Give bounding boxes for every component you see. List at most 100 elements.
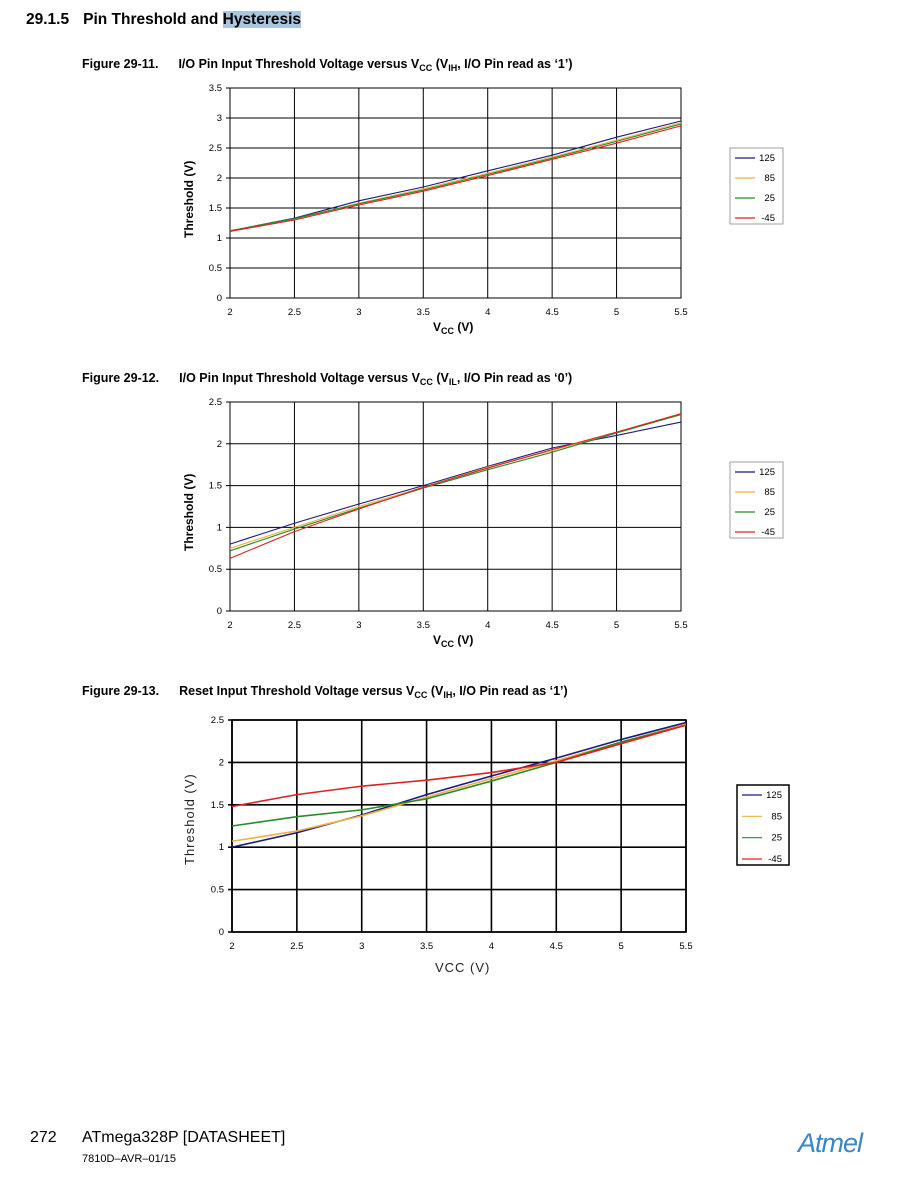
series-line-minus45 — [229, 125, 682, 232]
x-tick-label: 2 — [227, 307, 232, 318]
x-label-text: VCC (V) — [435, 960, 491, 975]
x-tick-label: 2.5 — [288, 307, 301, 318]
legend: 125 85 25 -45 — [729, 461, 784, 539]
title-text: (V — [432, 371, 449, 385]
x-tick-label: 5 — [618, 941, 623, 952]
series-line-minus45 — [229, 413, 682, 559]
title-text: I/O Pin Input Threshold Voltage versus V — [178, 57, 420, 71]
chart-29-12: 2 2.5 3 3.5 4 4.5 5 5.5 0 0.5 1 1.5 2 2.5 125 85 25 -45 — [209, 397, 784, 631]
y-tick-label: 0 — [219, 927, 224, 938]
y-tick-label: 2 — [217, 173, 222, 184]
chart-29-11: 2 2.5 3 3.5 4 4.5 5 5.5 0 0.5 1 1.5 2 2.5 3 3.5 125 85 25 -… — [209, 83, 784, 318]
x-tick-label: 5 — [614, 307, 619, 318]
figure-29-11-title: Figure 29-11. I/O Pin Input Threshold Vol… — [82, 57, 573, 73]
legend-label: -45 — [761, 213, 775, 224]
page-number: 272 — [30, 1129, 57, 1146]
y-tick-label: 2 — [217, 439, 222, 450]
title-text: , I/O Pin read as ‘1’) — [452, 684, 568, 698]
title-text: , I/O Pin read as ‘1’) — [457, 57, 573, 71]
x-tick-label: 3.5 — [420, 941, 433, 952]
figure-label: Figure 29-12. — [82, 371, 160, 385]
x-axis-label: VCC (V) — [433, 633, 474, 649]
plot-area-border — [229, 401, 682, 612]
figure-label: Figure 29-13. — [82, 684, 160, 698]
y-tick-label: 0 — [217, 606, 222, 617]
x-label-sub: CC — [441, 639, 455, 649]
x-axis-label: VCC (V) — [435, 960, 490, 975]
legend-label: 125 — [766, 790, 782, 801]
legend-box — [729, 147, 784, 225]
legend-label: -45 — [768, 854, 782, 865]
x-axis-label: VCC (V) — [433, 320, 474, 336]
x-tick-label: 5.5 — [674, 307, 687, 318]
legend-label: 25 — [764, 193, 775, 204]
title-text: I/O Pin Input Threshold Voltage versus V — [179, 371, 420, 385]
series-line-85 — [231, 723, 687, 843]
x-tick-label: 2 — [229, 941, 234, 952]
x-tick-label: 2.5 — [290, 941, 303, 952]
x-label-text: (V) — [454, 633, 474, 647]
x-tick-label: 4 — [489, 941, 494, 952]
x-label-text: V — [433, 320, 442, 334]
y-tick-label: 0.5 — [211, 885, 224, 896]
legend-label: 85 — [764, 173, 775, 184]
plot-area-border — [229, 87, 682, 299]
y-tick-label: 1 — [219, 842, 224, 853]
legend-label: 85 — [771, 811, 782, 822]
y-tick-label: 1.5 — [209, 203, 222, 214]
figure-label: Figure 29-11. — [82, 57, 159, 71]
legend-box — [736, 784, 790, 866]
x-tick-label: 3 — [356, 620, 361, 631]
figure-29-13-title: Figure 29-13. Reset Input Threshold Volta… — [82, 684, 568, 700]
title-text: (V — [432, 57, 449, 71]
title-text: , I/O Pin read as ‘0’) — [456, 371, 573, 385]
series-line-25 — [229, 123, 682, 232]
x-label-sub: CC — [441, 326, 455, 336]
section-number: 29.1.5 — [26, 11, 70, 28]
title-sub: CC — [419, 63, 433, 73]
x-tick-label: 3.5 — [417, 307, 430, 318]
title-sub: CC — [419, 377, 433, 387]
legend-label: -45 — [761, 527, 775, 538]
x-tick-label: 3.5 — [417, 620, 430, 631]
y-tick-label: 1.5 — [209, 481, 222, 492]
x-label-text: V — [433, 633, 442, 647]
title-sub: IH — [448, 63, 458, 73]
y-tick-label: 1 — [217, 233, 222, 244]
legend-box — [729, 461, 784, 539]
y-tick-label: 2 — [219, 757, 224, 768]
x-tick-label: 5.5 — [674, 620, 687, 631]
x-tick-label: 2 — [227, 620, 232, 631]
section-heading: 29.1.5 Pin Threshold and Hysteresis — [26, 11, 302, 29]
series-line-minus45 — [231, 724, 687, 808]
figure-29-12-title: Figure 29-12. I/O Pin Input Threshold Vol… — [82, 371, 573, 387]
section-title: Pin Threshold and — [83, 11, 223, 28]
document-title: ATmega328P [DATASHEET] — [82, 1129, 286, 1146]
series-line-25 — [231, 724, 687, 827]
section-title-highlight: Hysteresis — [222, 11, 302, 28]
x-tick-label: 4 — [485, 620, 490, 631]
series-line-125 — [229, 120, 682, 232]
legend-label: 85 — [764, 487, 775, 498]
legend-label: 125 — [759, 153, 775, 164]
x-tick-label: 4 — [485, 307, 490, 318]
y-tick-label: 2.5 — [209, 397, 222, 408]
x-label-text: (V) — [454, 320, 474, 334]
series-line-25 — [229, 414, 682, 552]
x-tick-label: 4.5 — [546, 307, 559, 318]
y-tick-label: 1 — [217, 522, 222, 533]
legend-label: 125 — [759, 467, 775, 478]
y-tick-label: 3.5 — [209, 83, 222, 94]
y-tick-label: 2.5 — [209, 143, 222, 154]
legend: 125 85 25 -45 — [729, 147, 784, 225]
legend-label: 25 — [771, 833, 782, 844]
atmel-logo: Atmel — [798, 1128, 863, 1158]
y-tick-label: 2.5 — [211, 715, 224, 726]
title-text: Reset Input Threshold Voltage versus V — [179, 684, 415, 698]
legend-label: 25 — [764, 507, 775, 518]
document-code: 7810D–AVR–01/15 — [82, 1153, 176, 1165]
legend: 125 85 25 -45 — [736, 784, 790, 866]
x-tick-label: 3 — [356, 307, 361, 318]
title-sub: IL — [448, 377, 457, 387]
